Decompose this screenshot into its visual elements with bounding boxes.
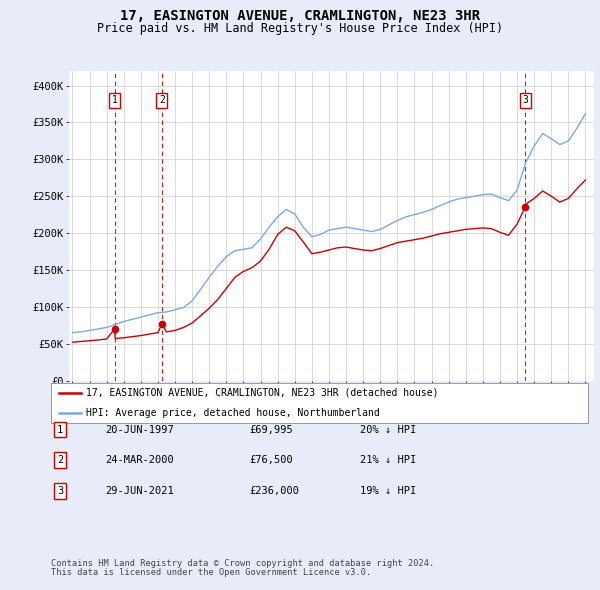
Text: HPI: Average price, detached house, Northumberland: HPI: Average price, detached house, Nort… [86, 408, 380, 418]
Text: 1: 1 [57, 425, 63, 434]
Text: 24-MAR-2000: 24-MAR-2000 [105, 455, 174, 465]
Text: 1: 1 [112, 95, 118, 105]
Text: £69,995: £69,995 [249, 425, 293, 434]
Text: Contains HM Land Registry data © Crown copyright and database right 2024.: Contains HM Land Registry data © Crown c… [51, 559, 434, 568]
Text: 3: 3 [57, 486, 63, 496]
Text: 17, EASINGTON AVENUE, CRAMLINGTON, NE23 3HR: 17, EASINGTON AVENUE, CRAMLINGTON, NE23 … [120, 9, 480, 23]
Text: 29-JUN-2021: 29-JUN-2021 [105, 486, 174, 496]
Text: 19% ↓ HPI: 19% ↓ HPI [360, 486, 416, 496]
Text: £236,000: £236,000 [249, 486, 299, 496]
Text: 17, EASINGTON AVENUE, CRAMLINGTON, NE23 3HR (detached house): 17, EASINGTON AVENUE, CRAMLINGTON, NE23 … [86, 388, 439, 398]
Text: 2: 2 [159, 95, 165, 105]
Text: 20-JUN-1997: 20-JUN-1997 [105, 425, 174, 434]
Text: This data is licensed under the Open Government Licence v3.0.: This data is licensed under the Open Gov… [51, 568, 371, 577]
Text: Price paid vs. HM Land Registry's House Price Index (HPI): Price paid vs. HM Land Registry's House … [97, 22, 503, 35]
Text: £76,500: £76,500 [249, 455, 293, 465]
Text: 3: 3 [523, 95, 529, 105]
Text: 21% ↓ HPI: 21% ↓ HPI [360, 455, 416, 465]
Text: 2: 2 [57, 455, 63, 465]
Text: 20% ↓ HPI: 20% ↓ HPI [360, 425, 416, 434]
